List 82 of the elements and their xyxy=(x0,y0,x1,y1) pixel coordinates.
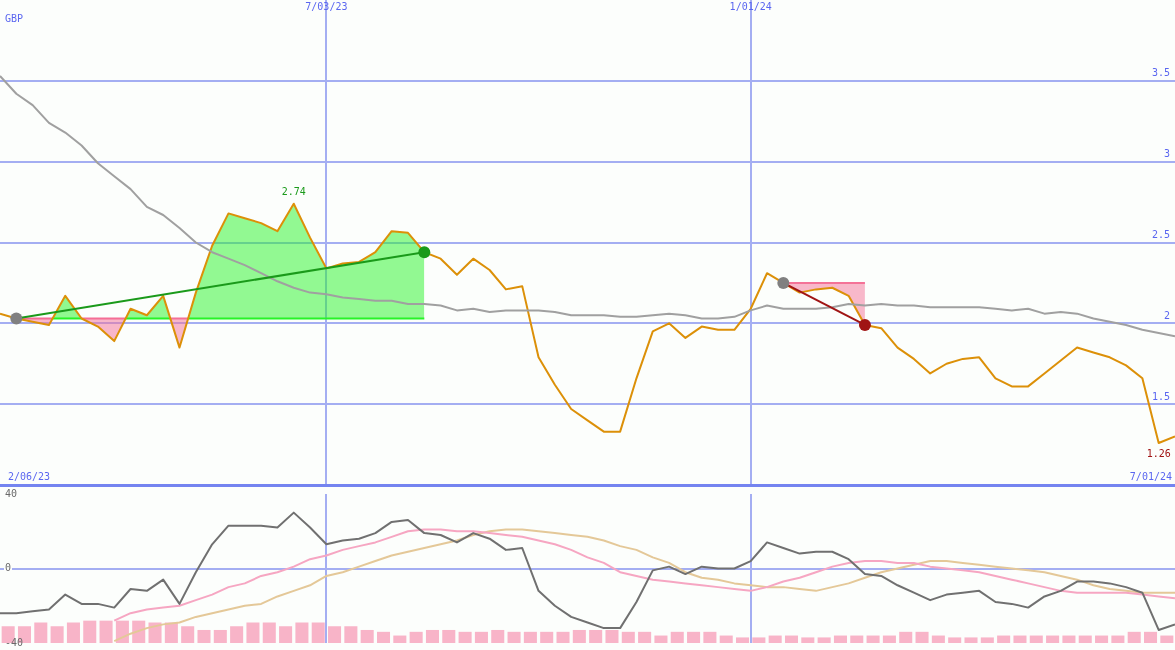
y-tick-label: 0 xyxy=(5,562,12,574)
bar xyxy=(572,629,586,643)
bar xyxy=(34,622,48,643)
x-tick-label: 7/03/23 xyxy=(305,0,348,12)
bar xyxy=(719,635,733,643)
bar xyxy=(295,622,309,643)
bar xyxy=(703,631,717,643)
bar xyxy=(99,620,113,643)
bar xyxy=(882,635,896,643)
bar xyxy=(589,629,603,643)
y-tick-label: 40 xyxy=(5,487,18,499)
y-axis-title: GBP xyxy=(5,12,24,24)
bar xyxy=(638,631,652,643)
bar xyxy=(328,626,342,643)
bar xyxy=(1046,635,1060,643)
y-tick-label: 2.5 xyxy=(1151,229,1170,241)
annotation: 2.74 xyxy=(281,186,306,198)
bar xyxy=(230,626,244,643)
bar xyxy=(784,635,799,643)
bar xyxy=(540,631,554,643)
bar xyxy=(1160,635,1174,643)
y-tick-label: 3 xyxy=(1163,148,1170,160)
bar xyxy=(164,622,178,643)
bar xyxy=(866,635,880,643)
bar xyxy=(736,637,750,643)
bar xyxy=(1062,635,1076,643)
bar xyxy=(556,631,570,643)
bar xyxy=(393,635,407,643)
bar xyxy=(474,631,488,643)
bar xyxy=(197,629,211,643)
bar xyxy=(262,622,276,643)
bar xyxy=(687,631,701,643)
y-tick-label: 1.5 xyxy=(1151,390,1170,402)
x-tick-label: 1/01/24 xyxy=(729,0,772,12)
bar xyxy=(670,631,684,643)
annotation: 2/06/23 xyxy=(8,470,51,482)
bar xyxy=(83,620,97,643)
y-tick-label: 2 xyxy=(1163,309,1170,321)
bar xyxy=(376,631,391,643)
bar xyxy=(181,626,195,643)
bar xyxy=(279,626,293,643)
bar xyxy=(899,631,913,643)
bar xyxy=(458,631,472,643)
y-tick-label: 3.5 xyxy=(1151,67,1170,79)
bar xyxy=(1127,631,1141,643)
bar xyxy=(442,629,456,643)
bar xyxy=(523,631,537,643)
bar xyxy=(311,622,325,643)
annotation: 7/01/24 xyxy=(1129,470,1172,482)
bar xyxy=(409,631,423,643)
bar xyxy=(1095,635,1109,643)
bar xyxy=(654,635,668,643)
bar xyxy=(915,631,929,643)
bar xyxy=(213,629,227,643)
bar xyxy=(931,635,945,643)
bar xyxy=(344,626,358,643)
bar xyxy=(964,637,978,643)
bar xyxy=(507,631,521,643)
bar xyxy=(1029,635,1043,643)
bar xyxy=(621,631,635,643)
bar xyxy=(1078,635,1092,643)
bar xyxy=(768,635,782,643)
bar xyxy=(1143,631,1158,643)
bar xyxy=(425,629,439,643)
bar xyxy=(833,635,847,643)
annotation: 1.26 xyxy=(1146,447,1171,459)
bar xyxy=(246,622,260,643)
bar xyxy=(66,622,80,643)
y-tick-label: -40 xyxy=(5,636,24,648)
bar xyxy=(980,637,994,643)
bar xyxy=(50,626,64,643)
bar xyxy=(1111,635,1125,643)
bar xyxy=(605,629,619,643)
bar xyxy=(997,635,1011,643)
bar xyxy=(1013,635,1027,643)
bar xyxy=(850,635,864,643)
bar xyxy=(817,637,831,643)
bar xyxy=(801,637,815,643)
bar xyxy=(491,629,505,643)
bar xyxy=(752,637,766,643)
bar xyxy=(948,637,962,643)
bar xyxy=(360,629,374,643)
